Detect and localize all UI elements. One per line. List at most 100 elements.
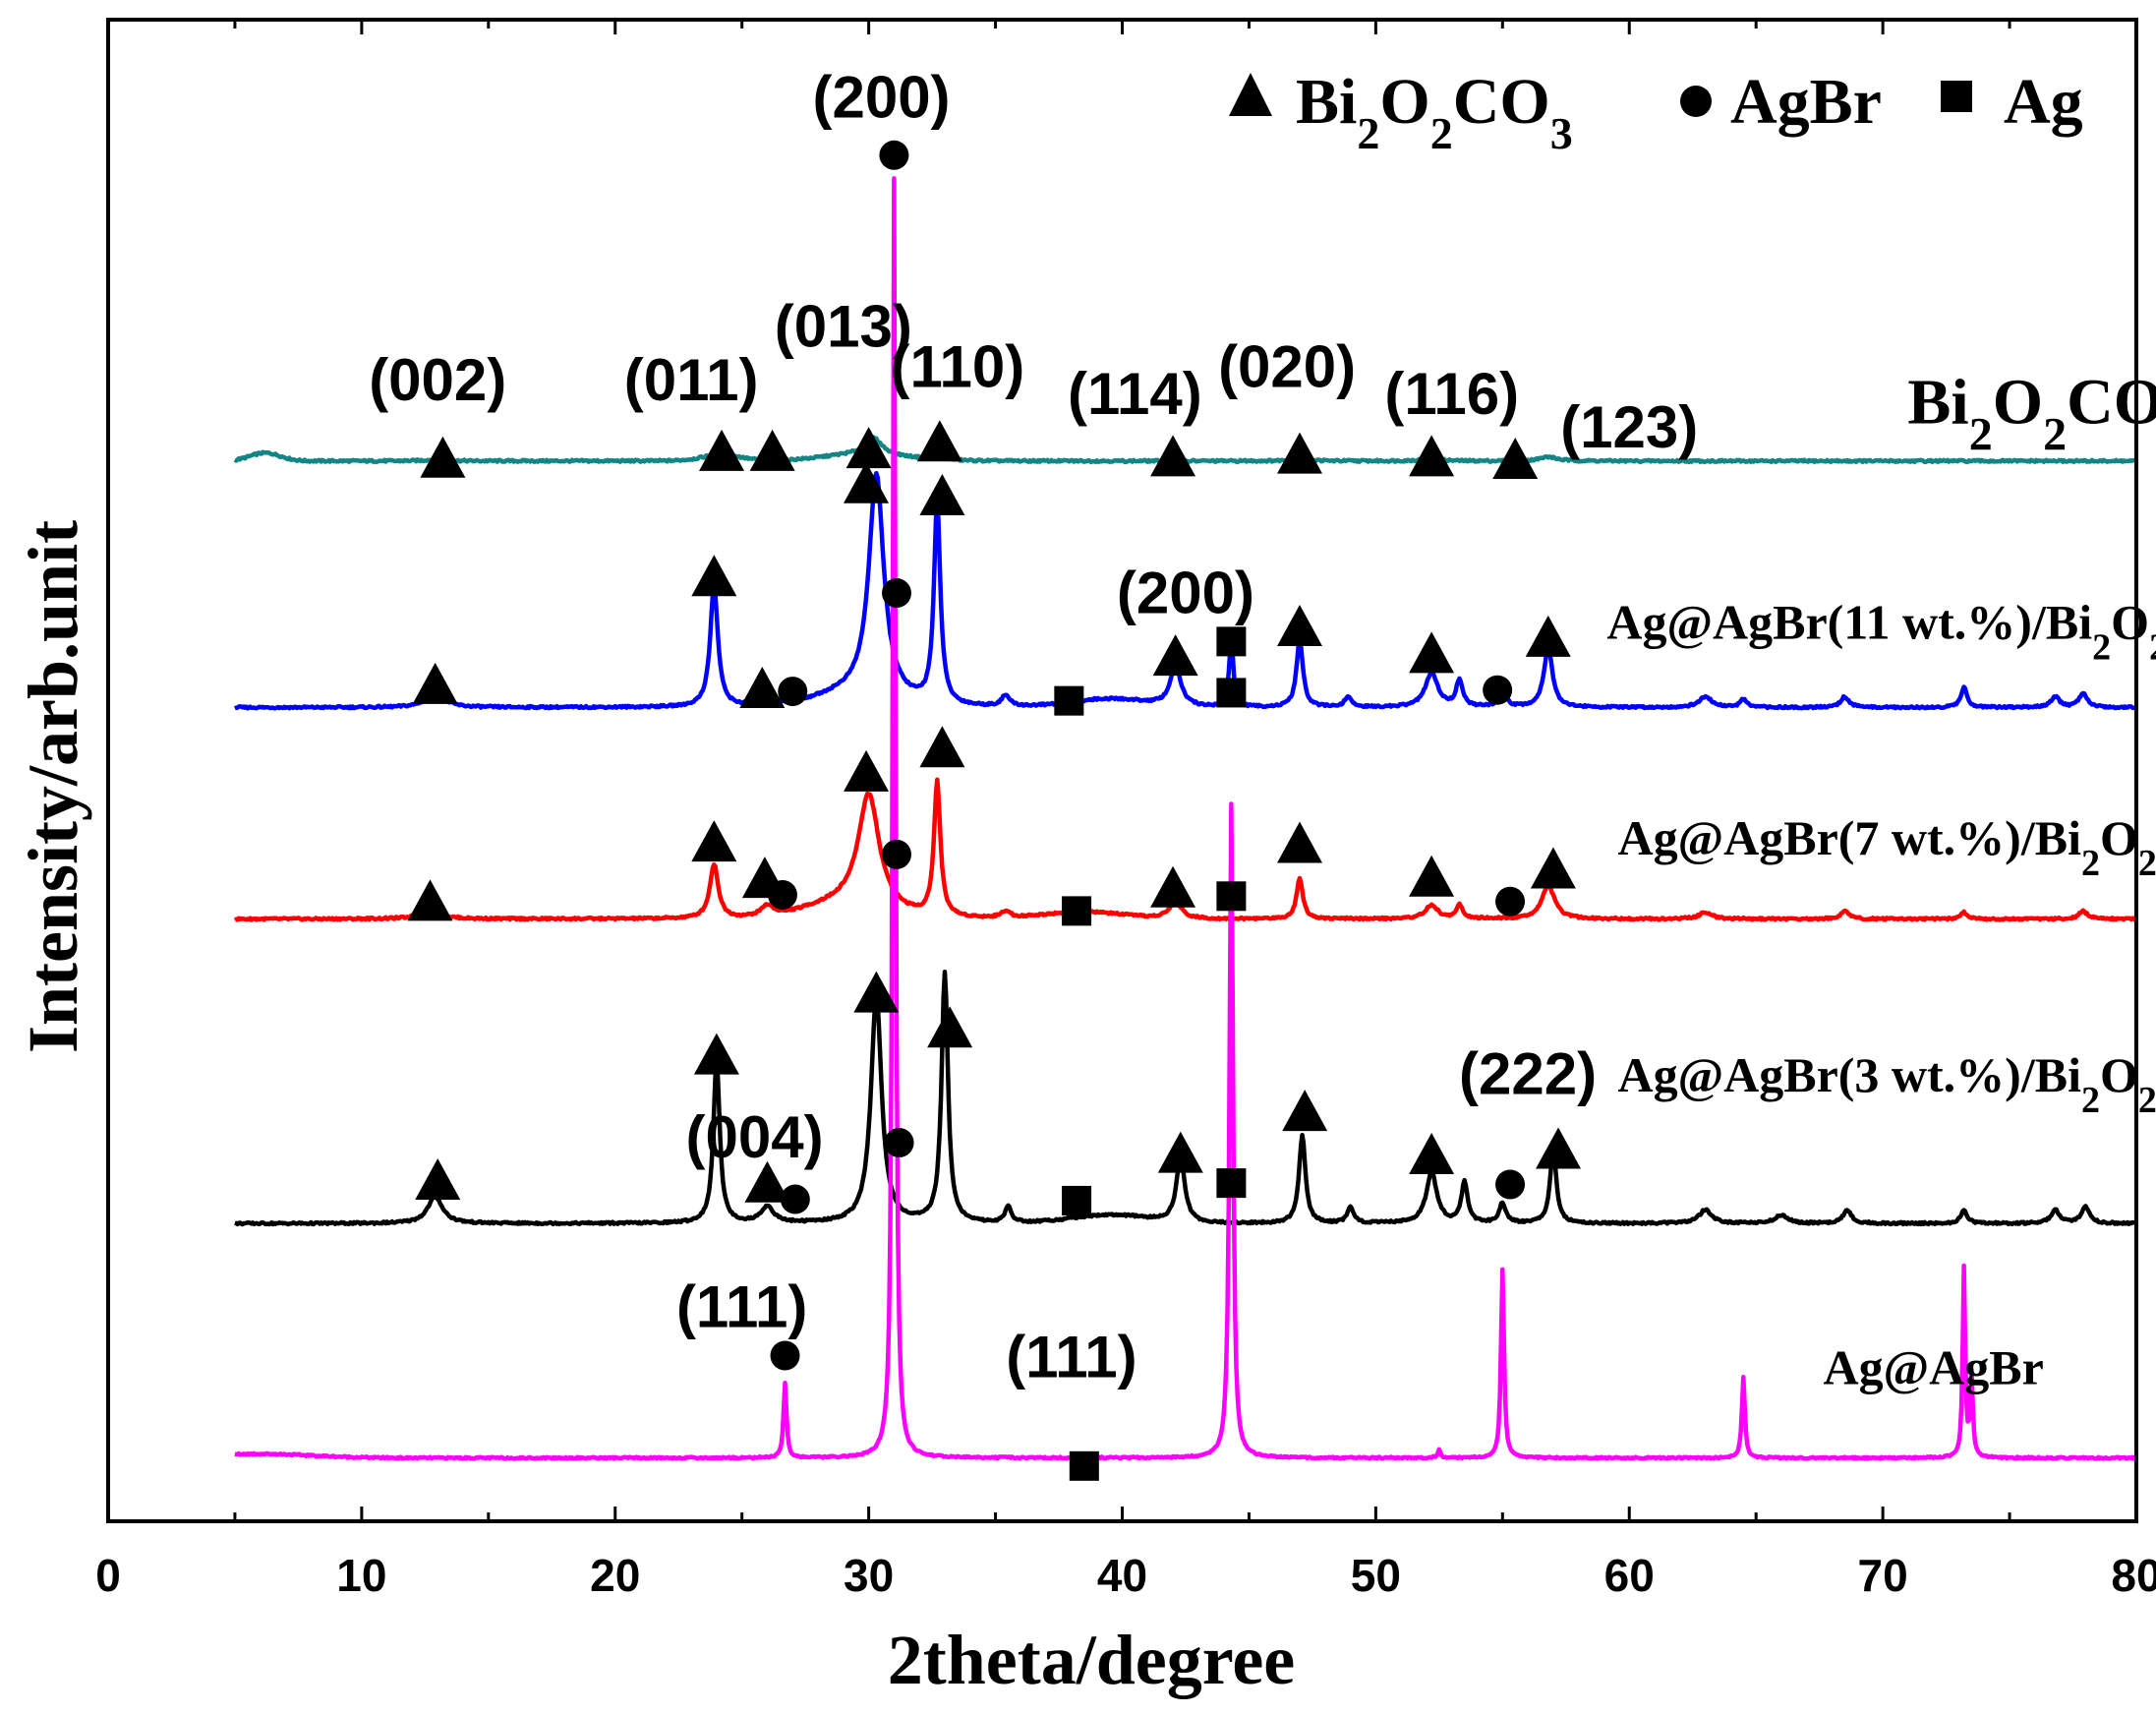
label-text: Ag@AgBr(11 wt.%)/Bi [1606, 595, 2092, 650]
x-tick-label: 20 [590, 1550, 640, 1601]
axes [106, 18, 2138, 1523]
circle-marker-1-3 [778, 677, 808, 707]
triangle-marker-3-1 [693, 1033, 739, 1075]
label-text: CO [2067, 366, 2156, 438]
triangle-marker-1-11 [1277, 604, 1323, 646]
subscript: 2 [1357, 108, 1379, 158]
square-marker-4-2 [1069, 1450, 1099, 1481]
label-text: O [2111, 595, 2149, 650]
series-traces [233, 176, 2138, 1461]
triangle-marker-3-11 [1409, 1132, 1455, 1174]
trace-series-2 [233, 777, 2138, 922]
square-marker-1-7 [1054, 685, 1084, 716]
square-marker-2-7 [1062, 896, 1092, 926]
subscript: 2 [2138, 843, 2156, 884]
subscript: 2 [2092, 627, 2111, 669]
legend-circle-icon [1680, 86, 1712, 117]
legend-label-bi2o2co3: Bi2O2CO3 [1296, 66, 1573, 158]
hkl-label-0-2: (013) [775, 293, 912, 359]
hkl-label-0-1: (011) [624, 347, 759, 413]
circle-marker-2-3 [767, 879, 797, 910]
hkl-label-0-6: (116) [1384, 361, 1519, 427]
triangle-marker-1-12 [1409, 631, 1455, 674]
square-marker-3-9 [1216, 1168, 1247, 1199]
hkl-label-3-1: (222) [1459, 1041, 1597, 1107]
triangle-marker-0-4 [916, 420, 962, 462]
x-tick-label: 40 [1097, 1550, 1147, 1601]
triangle-marker-1-0 [412, 662, 458, 704]
circle-marker-2-6 [881, 839, 911, 869]
triangle-marker-2-5 [919, 726, 965, 768]
subscript: 2 [1969, 408, 1993, 460]
circle-marker-3-12 [1495, 1169, 1526, 1200]
legend: Bi2O2CO3 AgBr Ag [1229, 66, 2083, 158]
circle-marker-1-13 [1483, 675, 1513, 705]
triangle-marker-1-8 [1152, 634, 1198, 677]
hkl-label-0-4: (114) [1068, 361, 1202, 427]
triangle-marker-1-14 [1525, 615, 1571, 657]
series-label-4: Ag@AgBr [1824, 1339, 2044, 1394]
legend-label-agbr: AgBr [1730, 66, 1882, 138]
label-text: O [1379, 66, 1429, 138]
label-text: O [1993, 366, 2043, 438]
trace-series-4 [233, 176, 2137, 1461]
series-label-3: Ag@AgBr(3 wt.%)/Bi2O2CO3 [1618, 1047, 2156, 1121]
square-marker-2-9 [1216, 881, 1247, 912]
square-marker-3-7 [1062, 1185, 1092, 1215]
triangle-marker-0-2 [749, 429, 795, 471]
hkl-label-0-0: (002) [369, 347, 506, 413]
circle-marker-4-0 [770, 1340, 800, 1371]
triangle-marker-1-4 [844, 461, 890, 503]
subscript: 2 [2149, 627, 2156, 669]
series-label-0: Bi2O2CO3 [1907, 366, 2156, 460]
label-text: Ag@AgBr(7 wt.%)/Bi [1618, 810, 2082, 865]
legend-square-icon [1941, 81, 1972, 112]
x-tick-label: 50 [1351, 1550, 1401, 1601]
triangle-marker-3-4 [853, 971, 900, 1013]
hkl-label-3-0: (004) [686, 1104, 824, 1170]
legend-label-ag: Ag [2004, 66, 2083, 138]
triangle-marker-3-13 [1536, 1127, 1582, 1169]
triangle-marker-3-2 [744, 1160, 790, 1203]
triangle-marker-2-10 [1277, 821, 1323, 863]
triangle-marker-3-10 [1282, 1090, 1328, 1132]
label-text: O [2100, 810, 2138, 865]
triangle-marker-0-0 [420, 436, 466, 478]
subscript: 2 [2043, 408, 2067, 460]
x-tick-label: 60 [1604, 1550, 1655, 1601]
triangle-marker-2-1 [691, 820, 737, 862]
plot-frame [106, 18, 2138, 1523]
hkl-label-4-1: (200) [812, 64, 950, 130]
triangle-marker-3-0 [415, 1158, 461, 1201]
label-text: Ag@AgBr [1824, 1339, 2044, 1394]
hkl-labels: (002) (011)(013)(110) (114) (020) (116) (123)… [369, 64, 1698, 1390]
triangle-marker-2-4 [844, 749, 890, 792]
triangle-marker-3-8 [1157, 1131, 1203, 1173]
square-marker-1-10 [1216, 678, 1247, 708]
series-label-2: Ag@AgBr(7 wt.%)/Bi2O2CO3 [1618, 810, 2156, 884]
x-ticks: 0 10 20 30 40 50 60 70 80 [95, 20, 2156, 1601]
triangle-marker-2-8 [1150, 865, 1196, 908]
subscript: 2 [2081, 843, 2100, 884]
hkl-label-0-5: (020) [1218, 333, 1356, 399]
triangle-marker-0-3 [845, 427, 892, 469]
triangle-marker-2-0 [407, 879, 453, 921]
triangle-marker-0-8 [1492, 438, 1539, 480]
y-axis-title: Intensity/arb.unit [14, 520, 92, 1053]
circle-marker-4-1 [879, 140, 909, 170]
triangle-marker-0-6 [1277, 432, 1323, 474]
x-axis-title: 2theta/degree [888, 1621, 1296, 1699]
x-tick-label: 30 [844, 1550, 894, 1601]
hkl-label-4-2: (111) [1006, 1324, 1136, 1390]
subscript: 3 [1550, 108, 1573, 158]
hkl-label-0-7: (123) [1560, 394, 1698, 460]
phase-markers [407, 140, 1582, 1481]
triangle-marker-0-7 [1409, 435, 1455, 477]
triangle-marker-1-5 [919, 474, 965, 516]
subscript: 2 [2081, 1080, 2100, 1121]
trace-series-3 [233, 969, 2137, 1227]
x-tick-label: 80 [2111, 1550, 2156, 1601]
